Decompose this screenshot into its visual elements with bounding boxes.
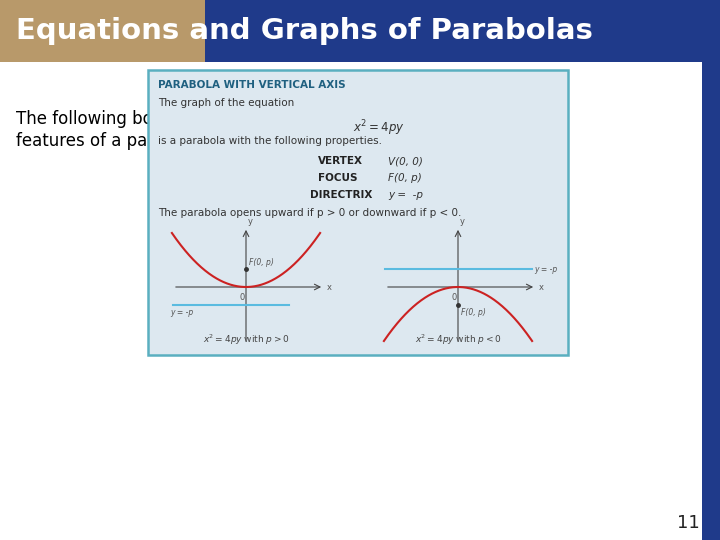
- Text: F(0, p): F(0, p): [249, 258, 274, 267]
- Text: VERTEX: VERTEX: [318, 156, 363, 166]
- Bar: [702, 0, 720, 540]
- Text: $x^2 = 4py$ with $p > 0$: $x^2 = 4py$ with $p > 0$: [202, 333, 289, 347]
- Text: F(0, p): F(0, p): [461, 308, 486, 317]
- Text: y: y: [248, 217, 253, 226]
- Text: $x^2 = 4py$: $x^2 = 4py$: [353, 118, 405, 138]
- Text: V(0, 0): V(0, 0): [388, 156, 423, 166]
- Text: y =  -p: y = -p: [388, 190, 423, 200]
- Text: $x^2 = 4py$ with $p < 0$: $x^2 = 4py$ with $p < 0$: [415, 333, 501, 347]
- Text: 0: 0: [239, 293, 244, 302]
- Text: features of a parabola with a vertical axis.: features of a parabola with a vertical a…: [16, 132, 366, 150]
- Text: Equations and Graphs of Parabolas: Equations and Graphs of Parabolas: [16, 17, 593, 45]
- Text: y = -p: y = -p: [534, 265, 557, 273]
- Text: x: x: [539, 282, 544, 292]
- Text: 11: 11: [678, 514, 700, 532]
- Text: x: x: [327, 282, 332, 292]
- Text: DIRECTRIX: DIRECTRIX: [310, 190, 372, 200]
- Text: The graph of the equation: The graph of the equation: [158, 98, 294, 108]
- Bar: [148, 70, 568, 355]
- Text: y: y: [460, 217, 465, 226]
- Text: The following box summarizes about the equation and: The following box summarizes about the e…: [16, 110, 469, 128]
- Text: 0: 0: [451, 293, 456, 302]
- Bar: [0, 0, 205, 62]
- Text: F(0, p): F(0, p): [388, 173, 422, 183]
- Text: The parabola opens upward if p > 0 or downward if p < 0.: The parabola opens upward if p > 0 or do…: [158, 208, 462, 218]
- Text: y = -p: y = -p: [170, 308, 193, 317]
- Text: is a parabola with the following properties.: is a parabola with the following propert…: [158, 136, 382, 146]
- Text: FOCUS: FOCUS: [318, 173, 358, 183]
- Text: PARABOLA WITH VERTICAL AXIS: PARABOLA WITH VERTICAL AXIS: [158, 80, 346, 90]
- Bar: [205, 0, 720, 62]
